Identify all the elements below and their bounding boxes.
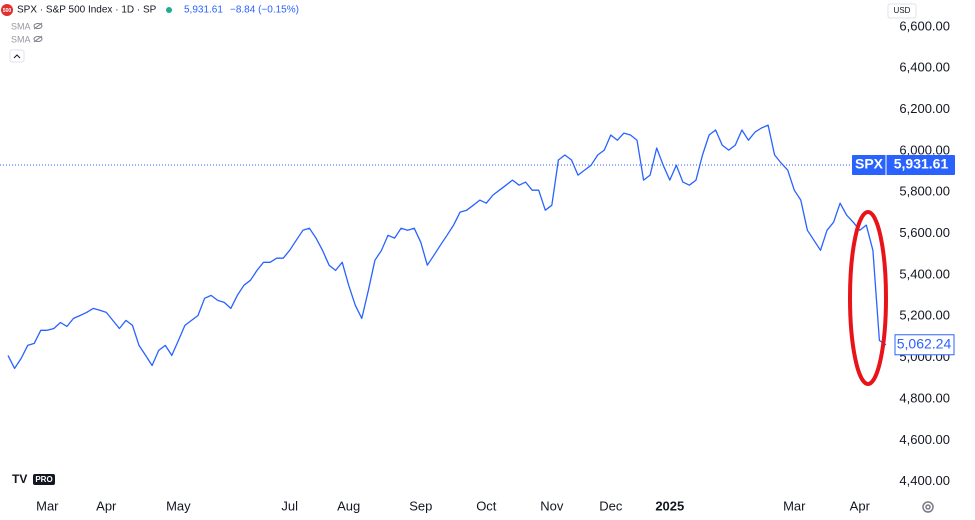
x-tick-label: Aug bbox=[337, 498, 360, 513]
y-tick-label: 5,400.00 bbox=[899, 266, 950, 281]
x-tick-label: Apr bbox=[850, 498, 871, 513]
price-tag bbox=[852, 155, 955, 176]
price-line bbox=[7, 124, 887, 370]
price-tag-name: SPX bbox=[855, 156, 884, 172]
y-tick-label: 6,400.00 bbox=[899, 60, 950, 75]
y-tick-label: 4,600.00 bbox=[899, 432, 950, 447]
eye-icon[interactable] bbox=[33, 22, 43, 30]
y-tick-label: 6,600.00 bbox=[899, 18, 950, 33]
x-tick-label: 2025 bbox=[655, 498, 684, 513]
x-tick-label: Mar bbox=[783, 498, 806, 513]
x-tick-label: May bbox=[166, 498, 191, 513]
highlight-annotation bbox=[848, 210, 888, 386]
logo: TV PRO bbox=[12, 472, 55, 486]
x-tick-label: Dec bbox=[599, 498, 623, 513]
collapse-button[interactable] bbox=[9, 49, 25, 63]
series-name: SPX · S&P 500 Index · 1D · SP bbox=[17, 5, 157, 16]
y-tick-label: 6,200.00 bbox=[899, 101, 950, 116]
status-dot bbox=[166, 7, 172, 13]
indicator-label[interactable]: SMA bbox=[11, 21, 31, 31]
eye-icon[interactable] bbox=[33, 35, 43, 43]
last-price-box bbox=[894, 334, 955, 356]
settings-icon[interactable] bbox=[922, 501, 934, 513]
x-tick-label: Apr bbox=[96, 498, 117, 513]
y-tick-label: 4,400.00 bbox=[899, 473, 950, 488]
symbol-icon bbox=[1, 4, 13, 16]
y-tick-label: 6,000.00 bbox=[899, 142, 950, 157]
y-tick-label: 5,600.00 bbox=[899, 225, 950, 240]
x-tick-label: Jul bbox=[281, 498, 298, 513]
y-tick-label: 5,800.00 bbox=[899, 184, 950, 199]
currency[interactable]: USD bbox=[894, 6, 911, 15]
x-tick-label: Sep bbox=[409, 498, 432, 513]
x-tick-label: Nov bbox=[540, 498, 564, 513]
x-tick-label: Mar bbox=[36, 498, 59, 513]
header-change: −8.84 (−0.15%) bbox=[230, 5, 299, 16]
y-tick-label: 4,800.00 bbox=[899, 390, 950, 405]
y-tick-label: 5,200.00 bbox=[899, 308, 950, 323]
price-tag-label: 5,931.61 bbox=[894, 156, 949, 172]
svg-text:TV: TV bbox=[12, 472, 27, 486]
last-price-label: 5,062.24 bbox=[897, 335, 952, 351]
indicator-label[interactable]: SMA bbox=[11, 34, 31, 44]
symbol-icon-text: 500 bbox=[3, 8, 12, 14]
svg-text:PRO: PRO bbox=[35, 475, 52, 484]
header-price: 5,931.61 bbox=[184, 5, 223, 16]
currency-box[interactable] bbox=[887, 3, 917, 19]
x-tick-label: Oct bbox=[476, 498, 497, 513]
